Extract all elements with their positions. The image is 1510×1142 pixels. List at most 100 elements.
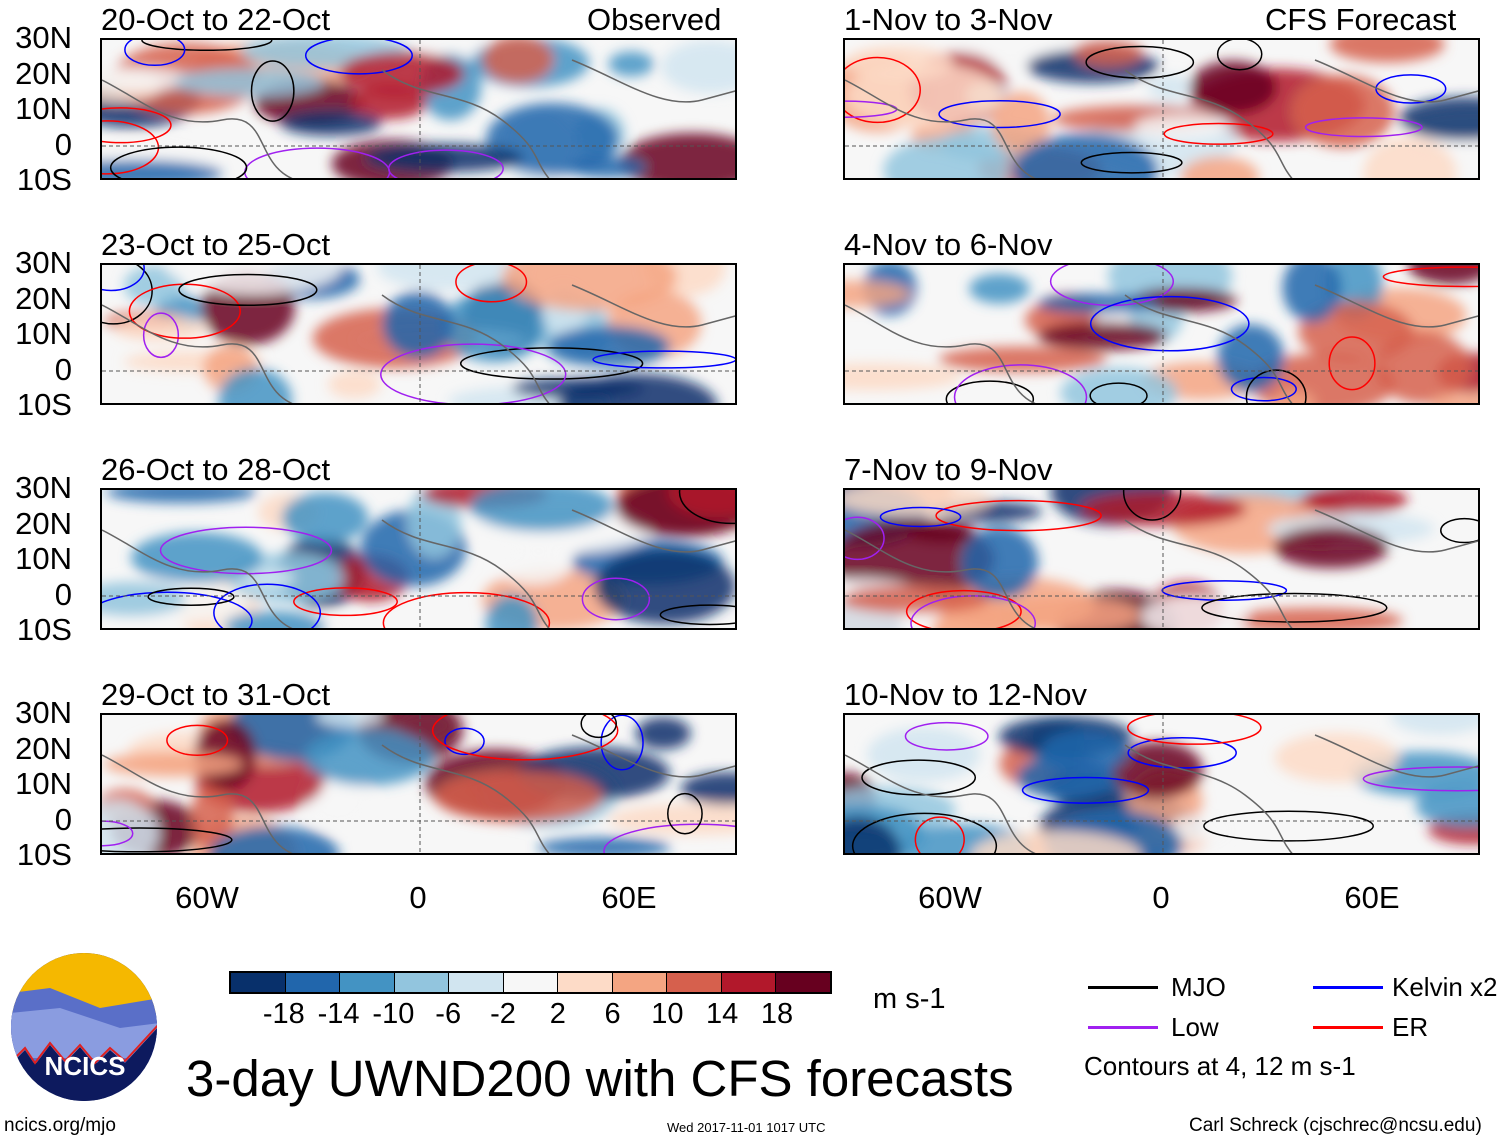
wind-anomaly-blob [281, 492, 369, 544]
wind-anomaly-blob [1415, 785, 1478, 828]
legend-low-line [1088, 1026, 1158, 1029]
coastline [845, 59, 1478, 178]
x-tick-label: 60E [1344, 880, 1400, 915]
legend-kelvin: Kelvin x2 [1392, 972, 1498, 1002]
ncics-logo: NCICS [11, 953, 157, 1101]
y-tick-label: 20N [15, 505, 72, 541]
wind-anomaly-blob [1302, 490, 1408, 515]
wind-anomaly-blob [846, 63, 1002, 128]
map-panel [100, 713, 737, 855]
contour-line [102, 107, 172, 144]
coastline [845, 284, 1478, 403]
y-tick-label: 10N [15, 91, 72, 126]
y-tick-label: 30N [15, 245, 72, 280]
wind-anomaly-blob [594, 549, 735, 624]
forecast-header: CFS Forecast [1265, 2, 1457, 37]
contour-line [905, 589, 1022, 628]
contour-line [455, 265, 528, 303]
wind-anomaly-blob [1037, 293, 1160, 314]
wind-anomaly-blob [315, 715, 383, 728]
contour-line [141, 40, 273, 52]
footer-url[interactable]: ncics.org/mjo [4, 1115, 116, 1136]
contour-line [851, 812, 998, 853]
wind-anomaly-blob [620, 132, 735, 178]
colorbar-swatch [340, 973, 395, 992]
wind-anomaly-blob [635, 717, 691, 750]
coastline [845, 509, 1478, 628]
colorbar-label: -10 [372, 998, 415, 1030]
legend-mjo-line [1088, 986, 1158, 989]
contour-line [213, 583, 322, 628]
contour-line [147, 587, 235, 606]
contour-line [293, 587, 398, 617]
legend-er: ER [1392, 1012, 1429, 1042]
wind-anomaly-blob [1274, 732, 1399, 783]
contour-line [678, 490, 735, 525]
colorbar-label: -2 [490, 998, 516, 1030]
legend-kelvin-line [1313, 986, 1383, 989]
contour-line [1201, 592, 1388, 623]
wind-anomaly-blob [845, 490, 990, 517]
wind-anomaly-blob [102, 800, 159, 853]
y-tick-label: 20N [15, 55, 72, 91]
coastline [102, 59, 735, 178]
contour-line [904, 721, 989, 751]
contour-line [953, 364, 1088, 403]
x-tick-label: 0 [1152, 880, 1170, 915]
wind-anomaly-blob [365, 143, 524, 173]
wind-anomaly-blob [218, 368, 292, 403]
colorbar-label: 2 [549, 998, 566, 1030]
wind-anomaly-blob [661, 40, 735, 94]
x-tick-label: 60E [601, 880, 657, 915]
contour-line [1375, 74, 1447, 104]
wind-anomaly-blob [1282, 265, 1342, 323]
map-panel [100, 488, 737, 630]
panel-title: 23-Oct to 25-Oct [101, 227, 331, 262]
y-tick-label: 20N [15, 730, 72, 766]
wind-anomaly-blob [845, 817, 902, 853]
contour-line [659, 604, 735, 626]
wind-anomaly-blob [547, 325, 671, 367]
wind-anomaly-blob [470, 490, 614, 532]
contour-line [109, 146, 248, 178]
contour-line [845, 56, 921, 124]
y-tick-label: 10S [16, 162, 72, 197]
wind-anomaly-blob [845, 363, 962, 391]
contour-line [1021, 776, 1150, 804]
panel-title: 4-Nov to 6-Nov [844, 227, 1053, 262]
wind-anomaly-blob [883, 136, 1010, 178]
coastline [102, 284, 735, 403]
contour-line [1122, 490, 1182, 521]
wind-anomaly-blob [130, 532, 263, 584]
wind-anomaly-blob [1037, 321, 1167, 351]
contour-line [1382, 266, 1478, 288]
wind-anomaly-blob [496, 549, 570, 585]
wind-anomaly-blob [845, 280, 911, 308]
contour-line [459, 347, 644, 380]
wind-anomaly-blob [971, 830, 1142, 853]
figure-title: 3-day UWND200 with CFS forecasts [186, 1050, 1014, 1107]
contour-line [431, 715, 619, 761]
y-tick-label: 30N [15, 20, 72, 55]
contour-line [142, 312, 180, 359]
contour-line [382, 591, 551, 628]
wind-anomaly-blob [235, 567, 296, 589]
contour-line [1163, 122, 1274, 145]
y-tick-label: 30N [15, 695, 72, 730]
colorbar-label: -18 [262, 998, 305, 1030]
contour-line [845, 516, 885, 561]
wind-anomaly-blob [173, 67, 325, 97]
y-tick-label: 10S [16, 387, 72, 422]
y-tick-label: 20N [15, 280, 72, 316]
wind-anomaly-blob [377, 265, 528, 291]
contour-line [380, 343, 567, 403]
colorbar-label: 18 [760, 998, 794, 1030]
colorbar-label: 10 [651, 998, 684, 1030]
wind-anomaly-blob [1329, 40, 1445, 63]
contour-line [581, 577, 651, 621]
contour-line [178, 273, 318, 307]
wind-anomaly-blob [845, 519, 995, 599]
wind-anomaly-blob [1250, 353, 1396, 403]
map-panel [843, 263, 1480, 405]
contour-line [1085, 45, 1195, 79]
